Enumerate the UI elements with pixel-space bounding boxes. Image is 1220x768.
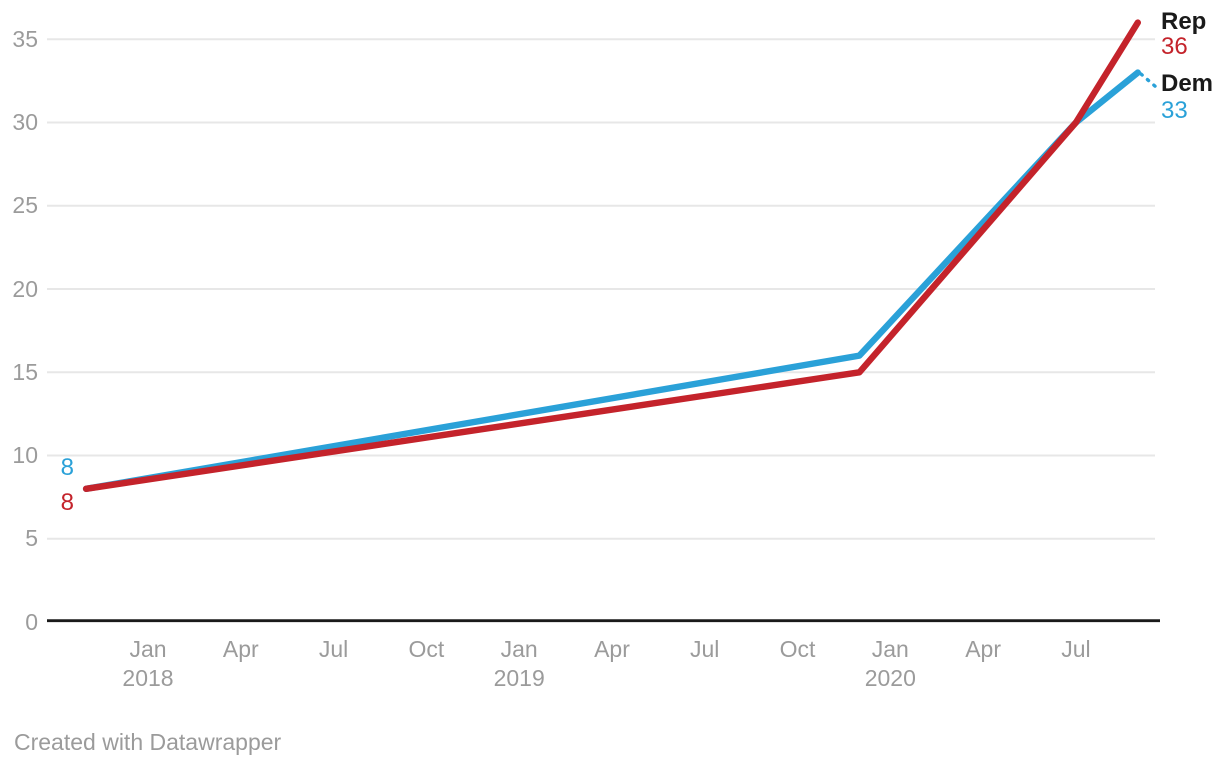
y-tick-label-15: 15 [12, 358, 38, 385]
x-tick-label-jan-24: Jan [871, 636, 909, 662]
y-tick-label-10: 10 [12, 442, 38, 468]
rep-series-label: Rep [1161, 8, 1207, 35]
y-tick-label-0: 0 [25, 608, 38, 635]
x-tick-label-jul-6: Jul [318, 636, 349, 662]
x-tick-label-apr-15: Apr [594, 636, 630, 662]
y-tick-label-25: 25 [12, 192, 38, 219]
dem-series-label: Dem [1161, 70, 1214, 97]
x-tick-label-oct-21: Oct [779, 636, 816, 662]
x-year-label-2019: 2019 [493, 665, 545, 691]
y-tick-label-20: 20 [12, 275, 38, 302]
rep-data-line [82, 19, 1142, 492]
x-tick-label-jul-30: Jul [1061, 636, 1091, 662]
x-tick-label-jan-0: Jan [129, 636, 167, 662]
rep-start-value-label: 8 [60, 489, 74, 516]
y-tick-label-35: 35 [12, 25, 38, 52]
x-tick-label-oct-9: Oct [408, 636, 445, 662]
x-tick-label-jan-12: Jan [500, 636, 538, 662]
y-tick-label-30: 30 [12, 109, 38, 135]
dem-start-value-label: 8 [60, 454, 74, 481]
x-tick-label-apr-27: Apr [965, 636, 1001, 662]
dem-data-line [82, 69, 1142, 492]
x-tick-label-jul-18: Jul [689, 636, 720, 662]
y-tick-label-5: 5 [25, 525, 38, 552]
x-year-label-2018: 2018 [122, 665, 174, 691]
dem-label-leader-dashed [1139, 72, 1158, 89]
rep-end-value-label: 36 [1161, 33, 1188, 60]
dem-end-value-label: 33 [1161, 97, 1188, 124]
datawrapper-credit: Created with Datawrapper [14, 729, 282, 755]
x-year-label-2020: 2020 [864, 665, 916, 691]
x-tick-label-apr-3: Apr [222, 636, 259, 662]
